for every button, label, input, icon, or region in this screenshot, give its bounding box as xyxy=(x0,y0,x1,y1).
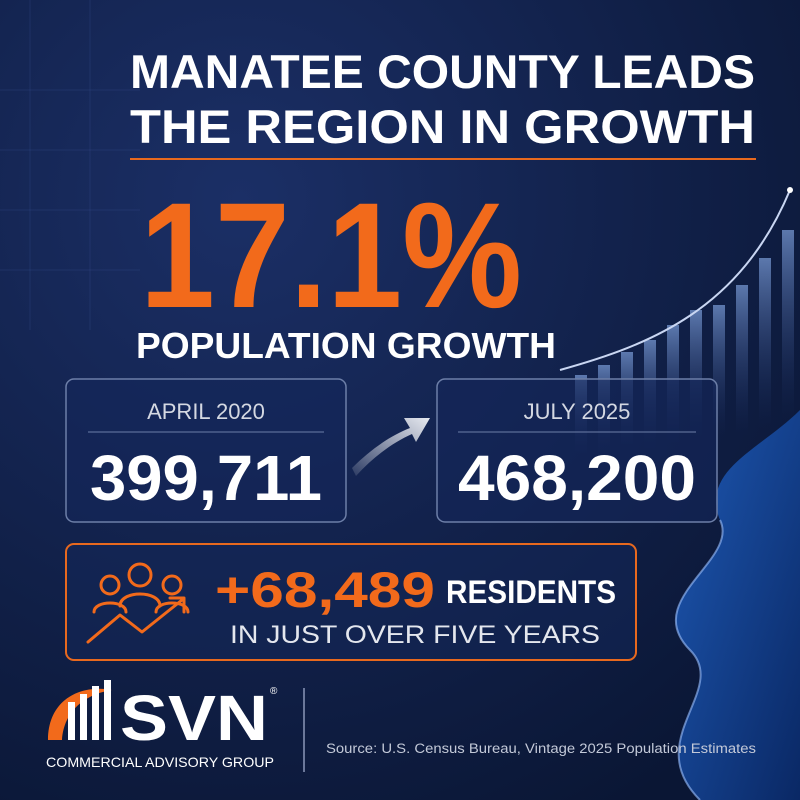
card-label: JULY 2025 xyxy=(524,399,631,424)
card-value: 468,200 xyxy=(458,442,696,514)
logo-tagline: COMMERCIAL ADVISORY GROUP xyxy=(46,754,274,770)
highlight-box xyxy=(65,543,637,661)
card-label: APRIL 2020 xyxy=(147,399,265,424)
logo-mark: ® xyxy=(270,686,278,697)
decor-water xyxy=(675,410,800,800)
card-value: 399,711 xyxy=(90,442,322,514)
logo-name: SVN xyxy=(120,682,268,754)
logo-icon xyxy=(48,680,112,740)
card xyxy=(65,378,347,523)
decor-trend-line xyxy=(559,189,791,371)
highlight-value: +68,489 xyxy=(215,562,435,618)
highlight-unit: RESIDENTS xyxy=(446,574,616,610)
card xyxy=(436,378,718,523)
decor-shore xyxy=(674,519,724,800)
arrow xyxy=(352,418,430,476)
background-grid xyxy=(0,0,140,330)
headline-caption: POPULATION GROWTH xyxy=(136,325,556,366)
decor-trend-point xyxy=(787,187,793,193)
people-growth-icon xyxy=(86,562,190,644)
source: Source: U.S. Census Bureau, Vintage 2025… xyxy=(326,741,756,756)
headline: 17.1% xyxy=(140,171,522,339)
title-line: MANATEE COUNTY LEADS xyxy=(130,45,755,98)
title-line: THE REGION IN GROWTH xyxy=(130,100,755,153)
highlight-note: IN JUST OVER FIVE YEARS xyxy=(230,621,600,649)
